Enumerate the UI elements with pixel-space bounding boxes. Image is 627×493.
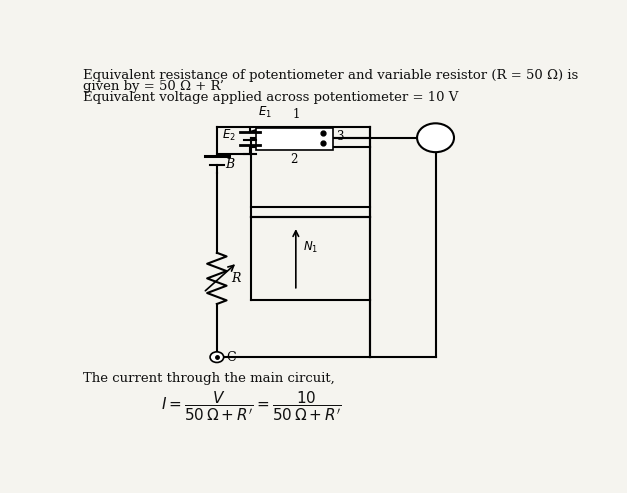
Text: $E_1$: $E_1$ [258,105,272,120]
Bar [256,128,334,149]
Text: $N_1$: $N_1$ [303,240,319,255]
Text: $I = \dfrac{V}{50\,\Omega + R^{\prime}} = \dfrac{10}{50\,\Omega + R^{\prime}}$: $I = \dfrac{V}{50\,\Omega + R^{\prime}} … [161,390,342,423]
Text: C: C [226,351,236,364]
Text: B: B [226,158,234,171]
Text: G: G [430,131,441,145]
Text: R: R [231,272,241,285]
Circle shape [210,352,224,362]
Circle shape [417,123,454,152]
Text: $E_2$: $E_2$ [222,128,236,142]
Text: Equivalent voltage applied across potentiometer = 10 V: Equivalent voltage applied across potent… [83,91,458,105]
Text: Equivalent resistance of potentiometer and variable resistor (R = 50 Ω) is: Equivalent resistance of potentiometer a… [83,69,579,82]
Text: The current through the main circuit,: The current through the main circuit, [83,372,335,386]
Text: 2: 2 [290,152,297,166]
Text: given by = 50 Ω + R’: given by = 50 Ω + R’ [83,80,224,93]
Text: 3: 3 [336,131,344,143]
Text: 1: 1 [292,108,300,121]
